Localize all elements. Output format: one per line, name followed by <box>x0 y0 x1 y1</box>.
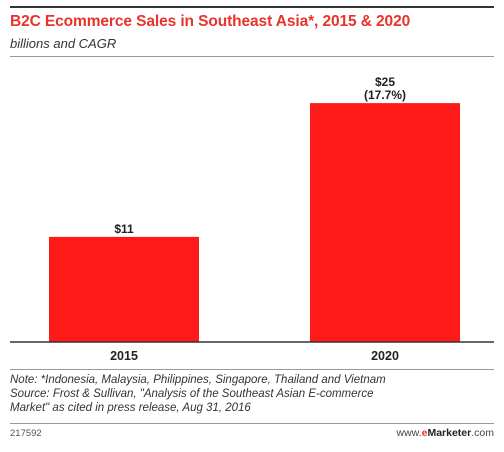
chart-id: 217592 <box>10 428 42 439</box>
notes-rule <box>10 369 494 370</box>
category-label-2020: 2020 <box>371 349 399 363</box>
chart-title: B2C Ecommerce Sales in Southeast Asia*, … <box>10 13 411 30</box>
labels-group: $11 2015 $25(17.7%) 2020 <box>110 75 406 363</box>
brand-prefix: www. <box>396 427 422 439</box>
brand-suffix: .com <box>471 427 494 439</box>
bars-group <box>49 103 460 342</box>
cagr-label-2020: (17.7%) <box>364 88 406 102</box>
brand-e: e <box>421 427 428 439</box>
value-label-2020: $25 <box>375 75 395 89</box>
category-label-2015: 2015 <box>110 349 138 363</box>
top-rule <box>10 6 494 8</box>
bar-chart: $11 2015 $25(17.7%) 2020 <box>10 75 494 363</box>
brand-link[interactable]: www.eMarketer.com <box>397 427 494 439</box>
source-line-continued: Market" as cited in press release, Aug 3… <box>10 402 251 414</box>
source-line: Source: Frost & Sullivan, "Analysis of t… <box>10 388 374 400</box>
bar-2015 <box>49 236 199 342</box>
footer-rule <box>10 423 494 424</box>
bar-2020 <box>310 103 460 342</box>
note-line: Note: *Indonesia, Malaysia, Philippines,… <box>10 374 386 386</box>
chart-subtitle: billions and CAGR <box>10 36 117 51</box>
subtitle-rule <box>10 56 494 57</box>
value-label-2015: $11 <box>114 222 134 236</box>
brand-name: Marketer <box>427 427 472 439</box>
notes-block: Note: *Indonesia, Malaysia, Philippines,… <box>10 373 498 415</box>
